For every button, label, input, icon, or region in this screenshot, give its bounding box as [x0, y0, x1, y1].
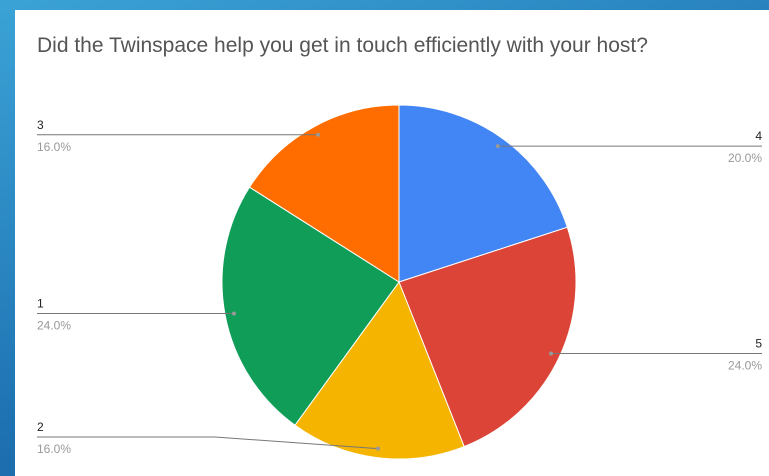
slice-value-label: 24.0%	[728, 359, 762, 373]
pie-slice	[221, 186, 400, 426]
chart-title: Did the Twinspace help you get in touch …	[37, 34, 648, 57]
slice-value-label: 24.0%	[37, 318, 71, 332]
leader-line	[37, 436, 378, 450]
leader-dot	[231, 311, 236, 316]
pie-slice	[398, 104, 568, 283]
slice-label: 4	[755, 129, 762, 143]
slice-label: 3	[37, 118, 44, 132]
leader-dot	[495, 144, 500, 149]
slice-value-label: 16.0%	[37, 140, 71, 154]
pie-slice	[294, 280, 465, 460]
leader-dot	[316, 132, 321, 137]
leader-dot	[549, 351, 554, 356]
leader-dot	[375, 446, 380, 451]
slice-value-label: 16.0%	[37, 442, 71, 456]
slice-label: 2	[37, 420, 44, 434]
slice-label: 5	[755, 337, 762, 351]
slice-label: 1	[37, 296, 44, 310]
slice-value-label: 20.0%	[728, 151, 762, 165]
pie-slice	[398, 226, 577, 448]
pie-slice	[248, 104, 400, 283]
